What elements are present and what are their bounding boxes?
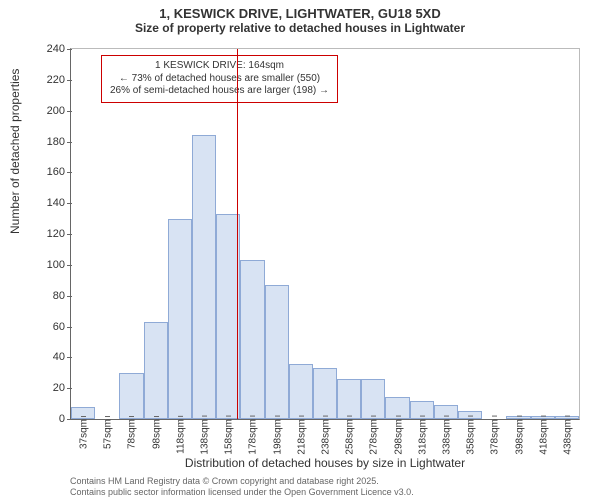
- y-tick: 140: [47, 197, 71, 209]
- y-axis-label: Number of detached properties: [8, 69, 22, 234]
- footer-line: Contains public sector information licen…: [70, 487, 414, 498]
- x-tick: 78sqm: [125, 419, 138, 449]
- y-tick: 0: [59, 413, 71, 425]
- histogram-bar: [313, 368, 337, 419]
- x-tick: 138sqm: [198, 419, 211, 455]
- x-tick: 118sqm: [173, 419, 186, 454]
- x-axis-label: Distribution of detached houses by size …: [70, 456, 580, 470]
- histogram-bar: [289, 364, 313, 420]
- y-tick: 40: [53, 351, 71, 363]
- x-tick: 398sqm: [512, 419, 525, 455]
- y-tick: 180: [47, 136, 71, 148]
- x-tick: 98sqm: [149, 419, 162, 449]
- x-tick: 57sqm: [101, 419, 114, 449]
- chart-container: 1, KESWICK DRIVE, LIGHTWATER, GU18 5XD S…: [0, 0, 600, 500]
- y-tick: 20: [53, 382, 71, 394]
- x-tick: 178sqm: [246, 419, 259, 455]
- x-tick: 358sqm: [464, 419, 477, 455]
- reference-line: [237, 49, 238, 419]
- y-tick: 60: [53, 321, 71, 333]
- x-tick: 438sqm: [560, 419, 573, 455]
- histogram-bar: [240, 260, 264, 419]
- x-tick: 37sqm: [77, 419, 90, 449]
- y-tick: 160: [47, 166, 71, 178]
- y-tick: 220: [47, 74, 71, 86]
- callout-line: ← 73% of detached houses are smaller (55…: [110, 73, 329, 86]
- histogram-bar: [144, 322, 168, 419]
- x-tick: 298sqm: [391, 419, 404, 455]
- histogram-bar: [265, 285, 289, 419]
- title-main: 1, KESWICK DRIVE, LIGHTWATER, GU18 5XD: [0, 6, 600, 21]
- plot-area: 1 KESWICK DRIVE: 164sqm ← 73% of detache…: [70, 48, 580, 420]
- x-tick: 338sqm: [439, 419, 452, 455]
- histogram-bar: [192, 135, 216, 419]
- callout-line: 1 KESWICK DRIVE: 164sqm: [110, 60, 329, 73]
- x-tick: 278sqm: [367, 419, 380, 455]
- y-tick: 240: [47, 43, 71, 55]
- callout-box: 1 KESWICK DRIVE: 164sqm ← 73% of detache…: [101, 55, 338, 103]
- y-tick: 200: [47, 105, 71, 117]
- footer-line: Contains HM Land Registry data © Crown c…: [70, 476, 414, 487]
- x-tick: 378sqm: [488, 419, 501, 455]
- footer-attribution: Contains HM Land Registry data © Crown c…: [70, 476, 414, 498]
- x-tick: 198sqm: [270, 419, 283, 455]
- y-tick: 80: [53, 290, 71, 302]
- y-tick: 100: [47, 259, 71, 271]
- y-tick: 120: [47, 228, 71, 240]
- histogram-bar: [168, 219, 192, 419]
- x-tick: 418sqm: [536, 419, 549, 455]
- x-tick: 158sqm: [222, 419, 235, 455]
- x-tick: 318sqm: [415, 419, 428, 455]
- histogram-bar: [71, 407, 95, 419]
- histogram-bar: [361, 379, 385, 419]
- title-block: 1, KESWICK DRIVE, LIGHTWATER, GU18 5XD S…: [0, 0, 600, 35]
- x-tick: 258sqm: [343, 419, 356, 455]
- x-tick: 238sqm: [319, 419, 332, 455]
- title-sub: Size of property relative to detached ho…: [0, 21, 600, 35]
- histogram-bar: [337, 379, 361, 419]
- x-tick: 218sqm: [294, 419, 307, 455]
- callout-line: 26% of semi-detached houses are larger (…: [110, 85, 329, 98]
- histogram-bar: [119, 373, 143, 419]
